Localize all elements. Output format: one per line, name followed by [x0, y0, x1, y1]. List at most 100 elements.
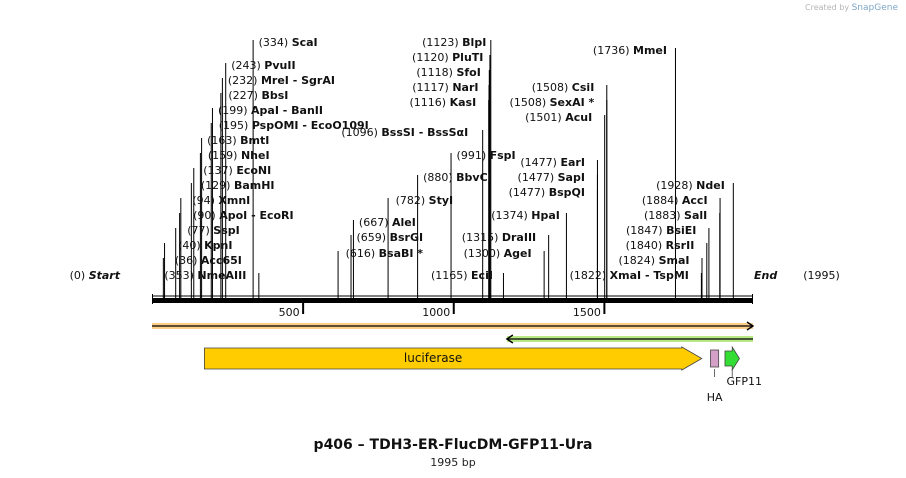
site-enzyme-name[interactable]: BamHI: [234, 179, 275, 192]
site-label-bamhi-129[interactable]: (129) BamHI: [201, 179, 275, 192]
site-enzyme-name[interactable]: ScaI: [292, 36, 318, 49]
site-label-eari-1477[interactable]: (1477) EarI: [520, 156, 585, 169]
site-label-bbsi-227[interactable]: (227) BbsI: [228, 89, 288, 102]
site-label-acc65i-36[interactable]: (36) Acc65I: [175, 254, 242, 267]
site-enzyme-name[interactable]: FspI: [490, 149, 516, 162]
site-label-kpni-40[interactable]: (40) KpnI: [178, 239, 232, 252]
feature-gfp11[interactable]: [724, 345, 740, 372]
site-label-bspqi-1477[interactable]: (1477) BspQI: [509, 186, 585, 199]
site-label-csii-1508[interactable]: (1508) CsiI: [532, 81, 595, 94]
site-enzyme-extra[interactable]: - TspMI: [641, 269, 689, 282]
site-label-agei-1300[interactable]: (1300) AgeI: [464, 247, 532, 260]
site-enzyme-name[interactable]: BbvCI: [456, 171, 492, 184]
site-label-nhei-159[interactable]: (159) NheI: [208, 149, 270, 162]
site-label-bbvci-880[interactable]: (880) BbvCI: [423, 171, 492, 184]
site-label-apai-199[interactable]: (199) ApaI - BanII: [218, 104, 323, 117]
site-enzyme-name[interactable]: BsaBI *: [379, 247, 424, 260]
site-enzyme-name[interactable]: ApoI: [219, 209, 247, 222]
site-enzyme-name[interactable]: BspQI: [549, 186, 585, 199]
site-enzyme-name[interactable]: BsrGI: [390, 231, 423, 244]
site-label-sexai-1508[interactable]: (1508) SexAI *: [510, 96, 595, 109]
site-enzyme-extra[interactable]: - BanII: [279, 104, 323, 117]
site-label-sali-1883[interactable]: (1883) SalI: [644, 209, 707, 222]
site-label-sfoi-1118[interactable]: (1118) SfoI: [416, 66, 480, 79]
site-label-xmai-1822[interactable]: (1822) XmaI - TspMI: [570, 269, 689, 282]
site-enzyme-extra[interactable]: - EcoRI: [247, 209, 293, 222]
site-label-pvuii-243[interactable]: (243) PvuII: [231, 59, 295, 72]
site-enzyme-name[interactable]: AgeI: [504, 247, 532, 260]
site-label-pluti-1120[interactable]: (1120) PluTI: [412, 51, 483, 64]
site-label-smai-1824[interactable]: (1824) SmaI: [619, 254, 690, 267]
site-label-mmei-1736[interactable]: (1736) MmeI: [593, 44, 667, 57]
site-enzyme-name[interactable]: EciI: [471, 269, 493, 282]
site-enzyme-name[interactable]: BssSI: [381, 126, 415, 139]
site-enzyme-extra[interactable]: - SgrAI: [289, 74, 335, 87]
site-enzyme-name[interactable]: PluTI: [452, 51, 483, 64]
site-enzyme-extra[interactable]: - EcoO109I: [299, 119, 369, 132]
site-enzyme-name[interactable]: NheI: [241, 149, 270, 162]
site-label-ecii-1165[interactable]: (1165) EciI: [431, 269, 493, 282]
site-enzyme-name[interactable]: ApaI: [251, 104, 279, 117]
site-enzyme-name[interactable]: BsiEI: [666, 224, 696, 237]
site-label-blpi-1123[interactable]: (1123) BlpI: [422, 36, 486, 49]
site-label-sspi-77[interactable]: (77) SspI: [187, 224, 240, 237]
site-label-nari-1117[interactable]: (1117) NarI: [412, 81, 478, 94]
site-label-kasi-1116[interactable]: (1116) KasI: [410, 96, 477, 109]
site-label-mrei-232[interactable]: (232) MreI - SgrAI: [228, 74, 335, 87]
site-label-alei-667[interactable]: (667) AleI: [359, 216, 416, 229]
site-enzyme-name[interactable]: NdeI: [696, 179, 725, 192]
site-label-pspomi-195[interactable]: (195) PspOMI - EcoO109I: [219, 119, 369, 132]
site-enzyme-name[interactable]: AleI: [392, 216, 416, 229]
site-enzyme-name[interactable]: StyI: [429, 194, 453, 207]
site-enzyme-name[interactable]: XmaI: [610, 269, 641, 282]
site-label-econi-137[interactable]: (137) EcoNI: [203, 164, 271, 177]
site-enzyme-name[interactable]: NmeAIII: [197, 269, 246, 282]
site-enzyme-extra[interactable]: - BssSαI: [415, 126, 468, 139]
site-enzyme-name[interactable]: MreI: [261, 74, 289, 87]
site-label-hpai-1374[interactable]: (1374) HpaI: [491, 209, 560, 222]
site-enzyme-name[interactable]: HpaI: [531, 209, 560, 222]
site-label-acui-1501[interactable]: (1501) AcuI: [525, 111, 592, 124]
feature-luciferase[interactable]: [204, 346, 703, 371]
site-enzyme-name[interactable]: CsiI: [572, 81, 594, 94]
site-enzyme-name[interactable]: SexAI *: [550, 96, 595, 109]
site-enzyme-name[interactable]: SalI: [684, 209, 707, 222]
site-enzyme-name[interactable]: KasI: [450, 96, 477, 109]
site-enzyme-name[interactable]: RsrII: [666, 239, 695, 252]
site-enzyme-name[interactable]: AccI: [682, 194, 708, 207]
site-enzyme-name[interactable]: SapI: [558, 171, 585, 184]
site-enzyme-name[interactable]: BlpI: [462, 36, 486, 49]
site-enzyme-name[interactable]: PspOMI: [252, 119, 299, 132]
site-label-bsssi-1096[interactable]: (1096) BssSI - BssSαI: [341, 126, 468, 139]
site-enzyme-name[interactable]: MmeI: [633, 44, 667, 57]
site-enzyme-name[interactable]: EarI: [560, 156, 584, 169]
site-enzyme-name[interactable]: KpnI: [204, 239, 232, 252]
site-label-bsiei-1847[interactable]: (1847) BsiEI: [626, 224, 696, 237]
site-label-nmeaiii-353[interactable]: (353) NmeAIII: [164, 269, 246, 282]
feature-ha[interactable]: [710, 349, 720, 368]
site-enzyme-name[interactable]: XmnI: [218, 194, 250, 207]
site-label-apoi-90[interactable]: (90) ApoI - EcoRI: [193, 209, 294, 222]
site-enzyme-name[interactable]: AcuI: [565, 111, 592, 124]
site-label-scai-334[interactable]: (334) ScaI: [259, 36, 318, 49]
site-label-bsrgi-659[interactable]: (659) BsrGI: [357, 231, 424, 244]
site-enzyme-name[interactable]: EcoNI: [236, 164, 271, 177]
site-label-rsrii-1840[interactable]: (1840) RsrII: [626, 239, 695, 252]
site-enzyme-name[interactable]: SmaI: [659, 254, 690, 267]
site-label-fspi-991[interactable]: (991) FspI: [457, 149, 516, 162]
site-enzyme-name[interactable]: SspI: [213, 224, 239, 237]
site-enzyme-name[interactable]: PvuII: [264, 59, 295, 72]
site-enzyme-name[interactable]: Acc65I: [201, 254, 242, 267]
site-label-acci-1884[interactable]: (1884) AccI: [642, 194, 708, 207]
site-label-ndei-1928[interactable]: (1928) NdeI: [656, 179, 725, 192]
site-label-styi-782[interactable]: (782) StyI: [396, 194, 454, 207]
site-enzyme-name[interactable]: SfoI: [456, 66, 480, 79]
site-label-draiii-1315[interactable]: (1315) DraIII: [462, 231, 536, 244]
site-label-xmni-94[interactable]: (94) XmnI: [192, 194, 250, 207]
site-label-bmti-163[interactable]: (163) BmtI: [207, 134, 269, 147]
site-label-sapi-1477[interactable]: (1477) SapI: [518, 171, 585, 184]
site-enzyme-name[interactable]: BbsI: [261, 89, 288, 102]
site-enzyme-name[interactable]: NarI: [452, 81, 478, 94]
site-enzyme-name[interactable]: BmtI: [240, 134, 269, 147]
site-enzyme-name[interactable]: DraIII: [502, 231, 536, 244]
